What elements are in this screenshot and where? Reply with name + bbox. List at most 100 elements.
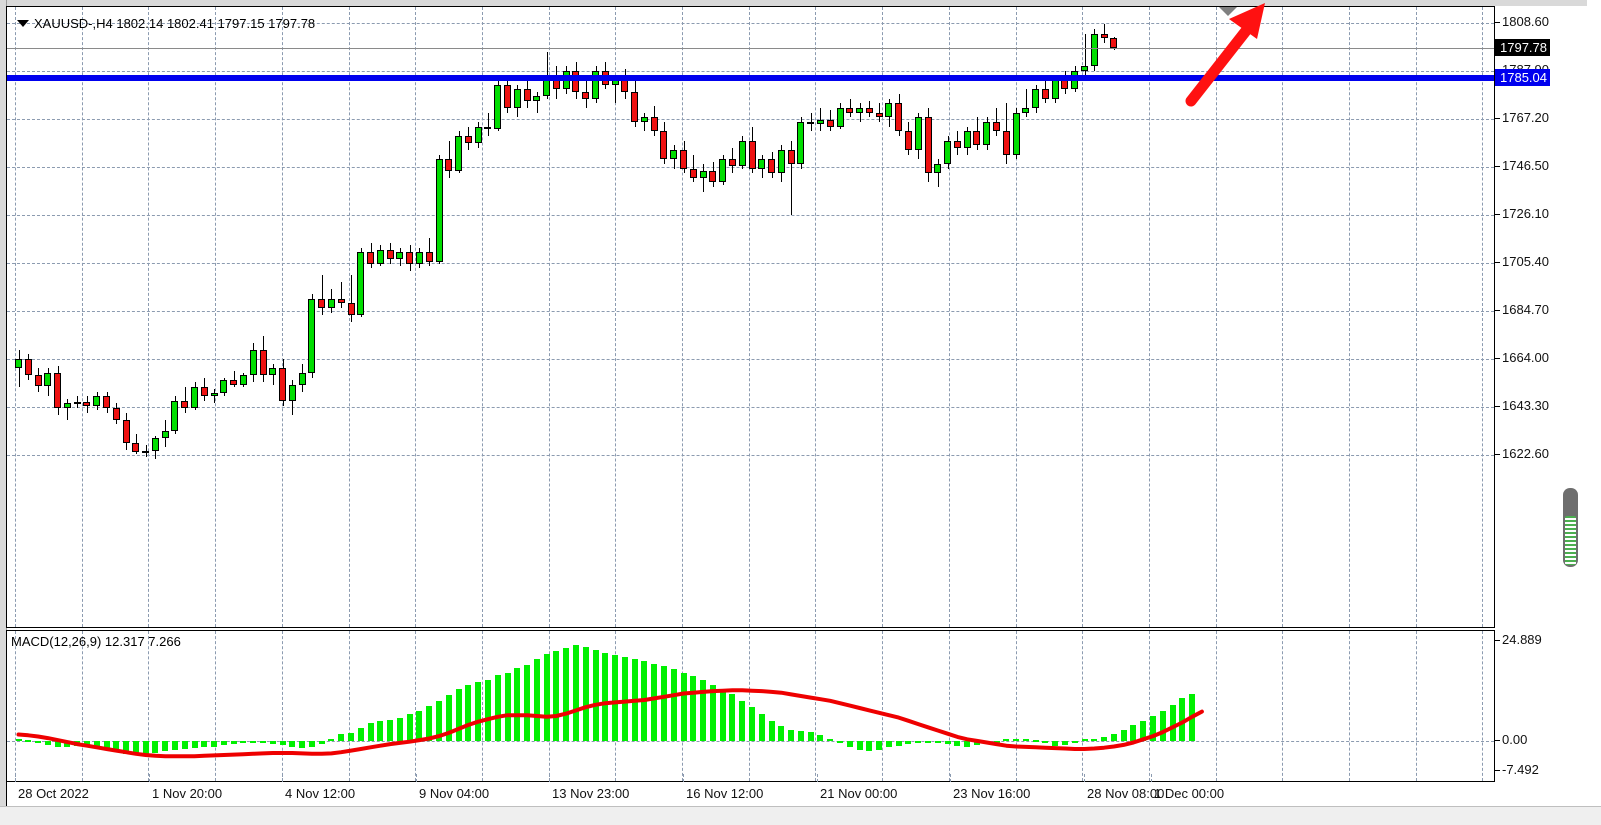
candle-bullish — [719, 159, 727, 183]
candle-bullish — [699, 170, 707, 178]
macd-histogram-bar — [377, 720, 384, 741]
candle-bullish — [142, 450, 150, 453]
candle-bearish — [875, 112, 883, 118]
candle-wick — [351, 275, 352, 322]
macd-histogram-bar — [837, 740, 844, 744]
macd-histogram-bar — [455, 688, 462, 741]
time-tick-mark — [817, 774, 818, 782]
macd-histogram-bar — [181, 740, 188, 749]
macd-histogram-bar — [35, 740, 42, 744]
vertical-scrollbar-thumb[interactable] — [1563, 488, 1578, 567]
candle-bearish — [572, 70, 580, 92]
candle-bearish — [112, 407, 120, 420]
macd-histogram-bar — [582, 646, 589, 741]
candle-wick — [19, 349, 20, 388]
grid-line-horizontal — [7, 359, 1494, 361]
price-chart-panel[interactable]: XAUUSD-,H4 1802.14 1802.41 1797.15 1797.… — [6, 3, 1495, 628]
macd-histogram-bar — [123, 740, 130, 754]
macd-histogram-bar — [387, 720, 394, 741]
macd-axis[interactable]: 24.889 0.00 -7.492 — [1495, 630, 1587, 782]
candle-bullish — [474, 126, 482, 143]
time-axis[interactable]: 28 Oct 2022 1 Nov 20:00 4 Nov 12:00 9 Nov 0… — [6, 774, 1496, 806]
candle-wick — [234, 370, 235, 388]
grid-line-horizontal — [7, 407, 1494, 409]
macd-histogram-bar — [700, 679, 707, 741]
grid-line-vertical — [948, 7, 950, 627]
macd-histogram-bar — [543, 654, 550, 741]
time-tick-mark — [15, 774, 16, 782]
level-line-tag[interactable]: 1785.04 — [1495, 68, 1550, 86]
current-bar-marker — [1219, 7, 1237, 16]
candle-bearish — [24, 359, 32, 376]
macd-histogram-bar — [1061, 740, 1068, 745]
macd-histogram-bar — [367, 723, 374, 741]
candle-bullish — [308, 298, 316, 374]
price-axis[interactable]: 1808.601787.901767.201746.501726.101705.… — [1495, 6, 1587, 628]
macd-histogram-bar — [1120, 730, 1127, 741]
macd-histogram-bar — [660, 666, 667, 741]
candle-bearish — [660, 131, 668, 160]
macd-histogram-bar — [171, 740, 178, 751]
candle-wick — [615, 75, 616, 104]
grid-line-vertical — [1415, 7, 1417, 627]
candle-bearish — [807, 122, 815, 125]
time-tick-label: 1 Dec 00:00 — [1154, 786, 1225, 801]
macd-histogram-bar — [846, 740, 853, 748]
macd-plot-area[interactable] — [7, 631, 1494, 781]
candle-bearish — [337, 298, 345, 304]
macd-histogram-bar — [758, 714, 765, 741]
macd-histogram-bar — [54, 740, 61, 747]
candle-bearish — [787, 149, 795, 164]
macd-histogram-bar — [1013, 738, 1020, 741]
macd-histogram-bar — [739, 700, 746, 741]
candle-bullish — [944, 140, 952, 164]
macd-histogram-bar — [1081, 739, 1088, 741]
window-right-area — [1587, 0, 1601, 806]
grid-line-vertical — [1282, 7, 1284, 627]
candle-bearish — [54, 373, 62, 408]
candle-bearish — [34, 375, 42, 386]
macd-histogram-bar — [1130, 724, 1137, 741]
candle-wick — [693, 154, 694, 183]
candle-bullish — [1022, 108, 1030, 113]
macd-histogram-bar — [572, 645, 579, 741]
grid-line-horizontal — [7, 455, 1494, 457]
macd-histogram-bar — [817, 735, 824, 741]
time-tick-mark — [549, 774, 550, 782]
candle-bearish — [993, 122, 1000, 132]
macd-indicator-panel[interactable]: MACD(12,26,9) 12.317 7.266 — [6, 630, 1495, 782]
macd-histogram-bar — [289, 740, 296, 747]
candle-wick — [537, 91, 538, 113]
macd-signal-line — [16, 688, 1204, 759]
macd-histogram-bar — [230, 740, 237, 744]
chart-header: XAUUSD-,H4 1802.14 1802.41 1797.15 1797.… — [17, 16, 315, 31]
macd-histogram-bar — [885, 740, 892, 748]
last-price-tag: 1797.78 — [1495, 39, 1550, 57]
candle-bullish — [1051, 80, 1059, 99]
grid-line-vertical — [415, 631, 417, 781]
triangle-down-icon[interactable] — [17, 20, 29, 28]
macd-histogram-bar — [944, 740, 951, 745]
macd-histogram-bar — [719, 688, 726, 741]
candle-bearish — [504, 84, 511, 109]
price-plot-area[interactable] — [7, 7, 1494, 627]
grid-line-vertical — [81, 7, 83, 627]
candle-bullish — [191, 387, 199, 408]
time-tick-mark — [1151, 774, 1152, 782]
time-tick-label: 21 Nov 00:00 — [820, 786, 898, 801]
candle-bearish — [181, 400, 189, 408]
macd-histogram-bar — [1169, 704, 1176, 741]
support-level-line[interactable] — [7, 74, 1494, 81]
macd-histogram-bar — [563, 647, 570, 741]
candle-bearish — [367, 252, 375, 264]
grid-line-vertical — [748, 631, 750, 781]
grid-line-vertical — [815, 631, 817, 781]
candle-wick — [791, 140, 792, 215]
grid-line-vertical — [1482, 7, 1484, 627]
candle-bullish — [171, 400, 179, 432]
candle-wick — [820, 108, 821, 132]
macd-histogram-bar — [191, 740, 198, 749]
candle-bearish — [1041, 89, 1049, 99]
macd-histogram-bar — [484, 679, 491, 741]
macd-histogram-bar — [318, 740, 325, 745]
